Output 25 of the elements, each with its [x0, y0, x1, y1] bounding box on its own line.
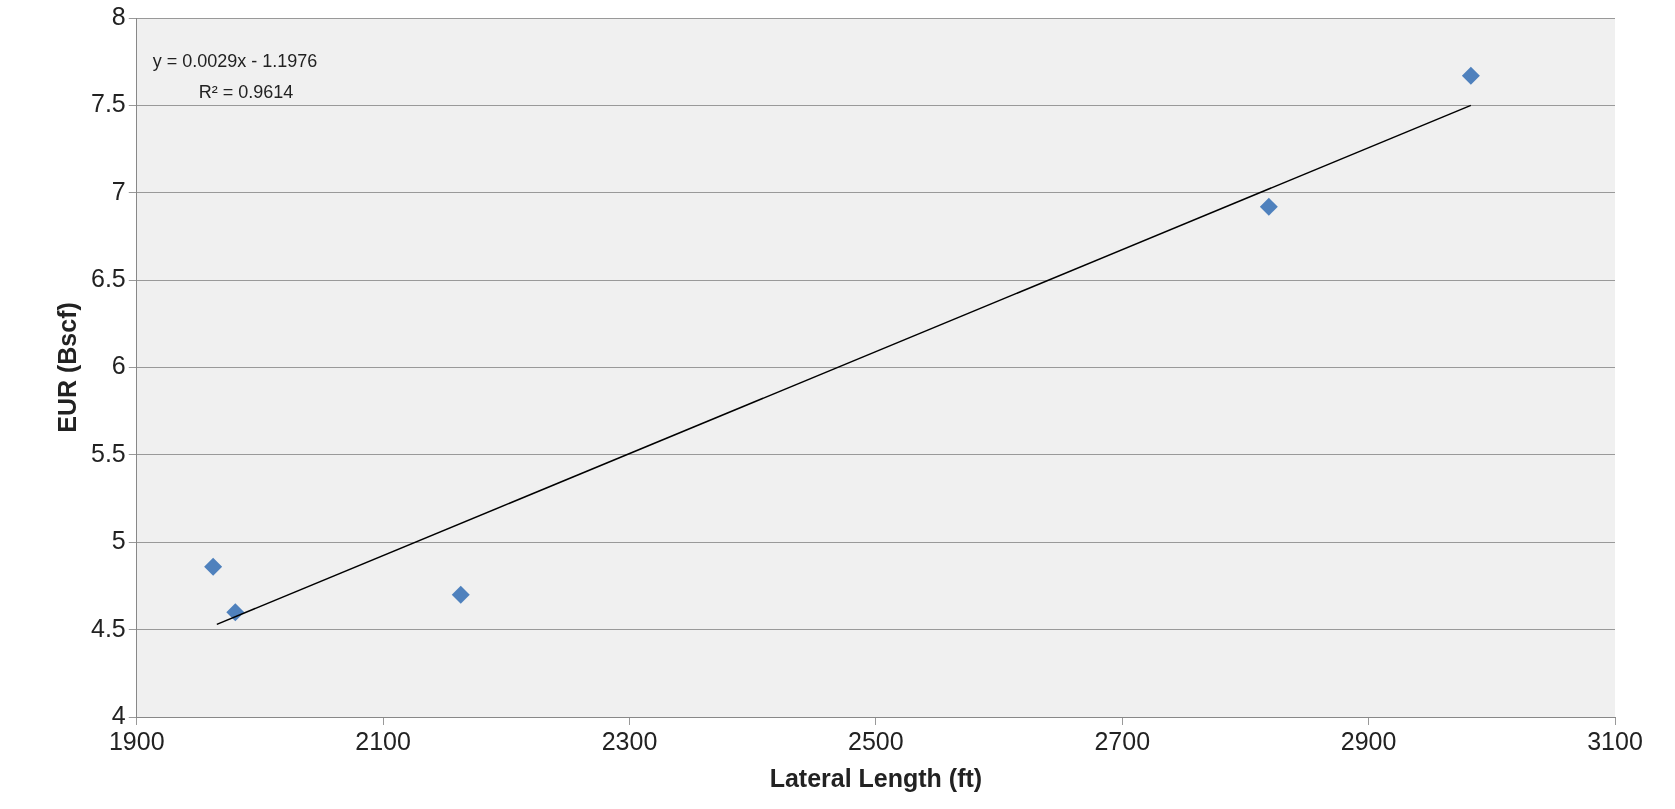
y-tick-label: 7.5 [90, 89, 126, 118]
y-tick-label: 5 [111, 526, 126, 555]
x-tick-label: 3100 [1587, 726, 1643, 755]
annotation: y = 0.0029x - 1.1976 [152, 50, 318, 71]
x-tick-label: 2900 [1340, 726, 1397, 755]
point [226, 603, 245, 622]
annotation: R² = 0.9614 [198, 81, 294, 102]
x-tick-label: 2700 [1094, 726, 1151, 755]
x-tick-label: 2500 [848, 726, 904, 755]
point [1461, 66, 1480, 85]
point [204, 557, 223, 576]
x-tick-label: 1900 [108, 726, 165, 755]
x-tick-label: 2100 [355, 726, 411, 755]
y-tick-label: 6 [111, 351, 126, 380]
y-tick-label: 7 [111, 176, 126, 205]
y-axis-title: EUR (Bscf) [52, 302, 81, 433]
y-tick-label: 6.5 [90, 264, 126, 293]
y-tick-label: 4 [111, 700, 126, 729]
x-tick-label: 2300 [601, 726, 658, 755]
y-tick-label: 4.5 [90, 613, 126, 642]
point [451, 585, 470, 604]
y-tick-label: 5.5 [90, 438, 126, 467]
x-axis-title: Lateral Length (ft) [769, 763, 983, 792]
point [1259, 197, 1278, 216]
y-tick-label: 8 [111, 1, 126, 30]
